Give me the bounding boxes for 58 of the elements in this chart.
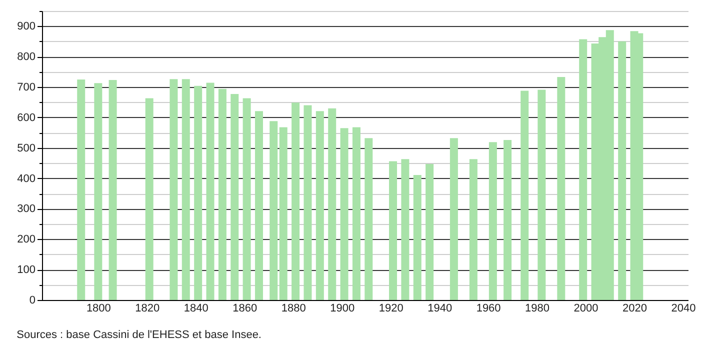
x-tick-label: 1960 <box>476 302 501 314</box>
x-tick-label: 1800 <box>86 302 111 314</box>
bar <box>304 105 312 300</box>
bar <box>413 174 422 300</box>
x-tick-label: 1940 <box>428 302 452 314</box>
y-tick-label: 300 <box>17 203 36 216</box>
bar <box>328 108 336 300</box>
bar <box>279 127 288 300</box>
bar <box>352 127 360 300</box>
x-tick-label: 1980 <box>525 302 550 314</box>
bar <box>206 82 214 300</box>
y-tick-label: 700 <box>17 82 36 94</box>
bar <box>108 80 117 300</box>
bar <box>145 98 154 300</box>
bar <box>389 161 398 300</box>
y-tick-label: 100 <box>17 264 36 276</box>
x-tick-label: 2020 <box>622 302 648 314</box>
bar <box>94 83 102 300</box>
bar <box>292 102 300 300</box>
x-tick-label: 1860 <box>232 302 258 314</box>
bar <box>504 140 512 300</box>
y-tick-label: 0 <box>29 294 36 306</box>
y-tick-label: 500 <box>17 142 36 154</box>
bar <box>450 138 458 300</box>
bar <box>242 98 251 300</box>
bar <box>255 111 263 300</box>
x-tick-label: 1920 <box>378 302 404 314</box>
bar <box>426 164 434 300</box>
bar <box>520 90 529 300</box>
x-tick-label: 1900 <box>330 302 355 314</box>
bar <box>364 138 373 300</box>
x-tick-label: 2040 <box>671 302 696 314</box>
x-tick-label: 1880 <box>281 302 306 314</box>
bar <box>557 77 566 300</box>
source-note: Sources : base Cassini de l'EHESS et base Insee. <box>16 329 262 340</box>
x-tick-label: 2000 <box>574 302 598 314</box>
bar <box>538 90 546 300</box>
bar <box>194 86 202 300</box>
bar <box>270 121 278 300</box>
x-tick-label: 1840 <box>184 302 208 314</box>
y-tick-label: 900 <box>17 20 36 33</box>
bar <box>618 41 626 300</box>
bar <box>401 159 410 300</box>
bar <box>340 128 348 300</box>
bar <box>488 142 497 300</box>
bar <box>182 79 190 300</box>
bar <box>218 88 226 300</box>
x-tick-label: 1820 <box>135 302 160 314</box>
y-tick-label: 800 <box>17 51 36 64</box>
y-tick-label: 600 <box>17 112 36 124</box>
bar <box>230 94 239 300</box>
bar <box>469 159 478 300</box>
y-tick-label: 200 <box>17 234 36 246</box>
y-tick-label: 400 <box>17 172 36 185</box>
bar <box>77 79 86 300</box>
bar <box>170 79 178 300</box>
bar <box>579 39 588 300</box>
bar <box>316 111 324 300</box>
